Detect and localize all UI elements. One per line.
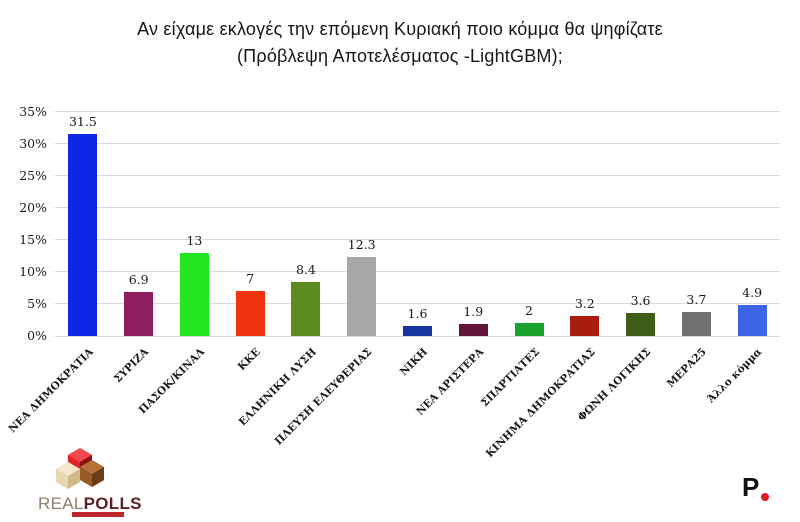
bar <box>737 305 767 336</box>
bar <box>68 134 98 336</box>
x-axis-label: Άλλο κόμμα <box>705 346 765 406</box>
realpolls-wordmark: REALPOLLS <box>38 494 142 514</box>
realpolls-real-text: REAL <box>38 494 84 513</box>
bar <box>626 313 656 336</box>
bar-value-label: 13 <box>186 233 203 248</box>
realpolls-polls-text: POLLS <box>83 494 142 513</box>
bar-value-label: 6.9 <box>128 272 149 287</box>
bar-value-label: 3.2 <box>574 296 595 311</box>
bar-value-label: 3.6 <box>630 293 651 308</box>
gridline <box>55 143 780 144</box>
bar <box>124 292 154 336</box>
bar-value-label: 7 <box>246 271 255 286</box>
plot-area: 0% 5% 10% 15% 20% 25% 30% 35% 31.5 ΝΕΑ ΔΗΜΟΚΡΑΤΙΑ… <box>6 105 780 460</box>
bar <box>291 282 321 336</box>
p-logo: P <box>742 472 782 506</box>
y-axis-tick-label: 20% <box>19 200 47 215</box>
chart-title: Αν είχαμε εκλογές την επόμενη Κυριακή πο… <box>0 16 800 70</box>
y-axis-tick-label: 10% <box>19 264 47 279</box>
bar <box>179 253 209 336</box>
bar <box>235 291 265 336</box>
bar <box>681 312 711 336</box>
bar-value-label: 2 <box>525 303 533 318</box>
bar-value-label: 8.4 <box>296 262 316 277</box>
gridline <box>55 303 780 304</box>
y-axis-tick-label: 5% <box>27 296 47 311</box>
bar-value-label: 3.7 <box>686 292 707 307</box>
bar <box>403 326 432 336</box>
x-axis-label: ΝΕΑ ΔΗΜΟΚΡΑΤΙΑ <box>6 346 96 436</box>
realpolls-tagline-strip <box>72 512 124 517</box>
gridline <box>55 271 780 272</box>
y-axis-tick-label: 35% <box>19 104 47 119</box>
p-logo-red-dot-icon <box>761 493 769 501</box>
x-axis-label: ΚΚΕ <box>235 346 263 374</box>
bar-value-label: 31.5 <box>68 114 97 129</box>
x-axis-label: ΣΠΑΡΤΙΑΤΕΣ <box>478 346 542 410</box>
realpolls-logo: REALPOLLS <box>38 446 141 517</box>
gridline <box>55 207 780 208</box>
x-axis-label: ΚΙΝΗΜΑ ΔΗΜΟΚΡΑΤΙΑΣ <box>483 346 598 461</box>
bar <box>570 316 600 336</box>
bar-value-label: 4.9 <box>742 285 763 300</box>
x-axis-label: ΝΙΚΗ <box>397 346 430 379</box>
x-axis-label: ΜΕΡΑ25 <box>664 346 709 391</box>
y-axis-tick-label: 30% <box>19 136 47 151</box>
x-axis-label: ΣΥΡΙΖΑ <box>111 346 152 386</box>
y-axis-tick-label: 0% <box>27 328 47 343</box>
gridline <box>55 111 780 112</box>
y-axis-tick-label: 25% <box>19 168 47 183</box>
x-axis-label: ΠΛΕΥΣΗ ΕΛΕΥΘΕΡΙΑΣ <box>272 346 375 448</box>
gridline <box>55 336 780 337</box>
bar-value-label: 1.6 <box>407 306 428 321</box>
gridline <box>55 175 780 176</box>
p-logo-letter: P <box>742 472 760 502</box>
bar-value-label: 1.9 <box>463 304 484 319</box>
y-axis-tick-label: 15% <box>19 232 47 247</box>
chart-title-line1: Αν είχαμε εκλογές την επόμενη Κυριακή πο… <box>137 19 663 39</box>
bar <box>347 257 377 336</box>
bar <box>514 323 544 336</box>
chart-title-line2: (Πρόβλεψη Αποτελέσματος -LightGBM); <box>236 46 563 66</box>
bar-value-label: 12.3 <box>347 237 376 252</box>
gridline <box>55 239 780 240</box>
bar <box>458 324 488 336</box>
realpolls-cubes-icon <box>56 448 104 489</box>
